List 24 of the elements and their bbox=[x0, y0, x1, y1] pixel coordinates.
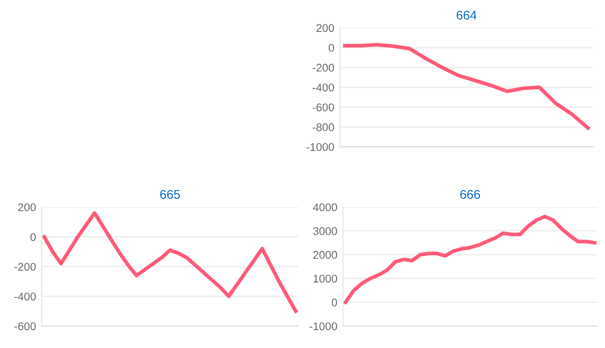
y-tick-label: -1000 bbox=[310, 322, 338, 330]
y-tick-label: -400 bbox=[312, 84, 334, 92]
y-tick-label: -200 bbox=[14, 262, 36, 271]
chart-title: 664 bbox=[456, 10, 477, 20]
y-tick-label: 200 bbox=[18, 203, 36, 212]
y-tick-label: 0 bbox=[30, 233, 36, 241]
y-tick-label: 4000 bbox=[313, 203, 338, 212]
y-tick-label: 3000 bbox=[313, 227, 338, 235]
y-tick-label: 0 bbox=[328, 44, 334, 52]
y-tick-label: -200 bbox=[312, 64, 334, 72]
y-tick-label: -600 bbox=[14, 322, 36, 330]
chart-title: 666 bbox=[460, 190, 480, 199]
y-tick-label: -600 bbox=[312, 103, 334, 112]
line-series bbox=[343, 42, 590, 130]
line-series bbox=[344, 214, 596, 304]
y-tick-label: 200 bbox=[316, 24, 334, 32]
line-series bbox=[42, 211, 298, 314]
y-tick-label: 0 bbox=[332, 298, 338, 306]
chart-title: 665 bbox=[160, 190, 180, 199]
y-tick-label: 2000 bbox=[313, 250, 338, 259]
y-tick-label: -400 bbox=[14, 292, 36, 300]
y-tick-label: -1000 bbox=[306, 143, 334, 151]
y-tick-label: -800 bbox=[312, 123, 334, 132]
y-tick-label: 1000 bbox=[314, 274, 338, 283]
